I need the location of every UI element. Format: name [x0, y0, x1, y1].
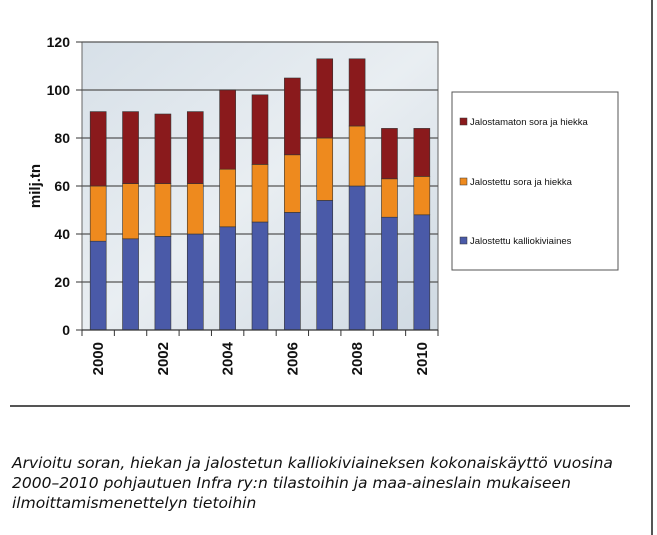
- bar-segment: [348, 58, 366, 127]
- bar-segment: [284, 154, 301, 213]
- legend-swatch: [459, 177, 468, 186]
- bar-segment: [316, 137, 334, 201]
- bar-segment: [251, 221, 269, 331]
- y-tick-label: 60: [54, 178, 70, 194]
- y-tick-label: 40: [54, 226, 70, 242]
- bar-segment: [316, 200, 334, 331]
- bar-segment: [154, 113, 172, 184]
- bar-segment: [348, 185, 366, 331]
- bar-segment: [316, 58, 334, 139]
- figure-caption: Arvioitu soran, hiekan ja jalostetun kal…: [12, 454, 613, 512]
- bar-segment: [122, 183, 139, 240]
- y-tick-label: 0: [62, 322, 70, 338]
- bar-segment: [89, 185, 107, 242]
- x-tick-label: 2000: [90, 342, 107, 375]
- legend-entry: Jalostamaton sora ja hiekka: [470, 117, 588, 128]
- bar-segment: [89, 111, 107, 187]
- bar-segment: [154, 236, 172, 331]
- legend-entry: Jalostettu kalliokiviaines: [470, 236, 572, 247]
- bar-segment: [381, 178, 398, 218]
- y-axis-label: milj.tn: [27, 164, 44, 208]
- x-tick-label: 2008: [349, 342, 366, 375]
- bar-segment: [154, 183, 172, 237]
- bar-segment: [186, 233, 204, 331]
- legend-box: [451, 91, 619, 271]
- bar-segment: [186, 111, 204, 184]
- page-border-line: [651, 0, 653, 535]
- x-tick-label: 2006: [284, 342, 301, 375]
- y-tick-label: 80: [54, 130, 70, 146]
- bar-segment: [251, 164, 269, 223]
- x-tick-label: 2010: [414, 342, 431, 375]
- bar-segment: [89, 240, 107, 331]
- bar-segment: [186, 183, 204, 235]
- legend-swatch: [459, 117, 468, 126]
- x-tick-label: 2004: [220, 341, 237, 375]
- bar-segment: [413, 176, 431, 216]
- y-tick-label: 100: [47, 82, 71, 98]
- bar-segment: [219, 89, 236, 170]
- bar-segment: [219, 226, 236, 331]
- bar-segment: [284, 77, 301, 156]
- bar-segment: [413, 214, 431, 331]
- separator-rule: [10, 405, 630, 407]
- x-tick-label: 2002: [155, 342, 172, 375]
- bar-segment: [348, 125, 366, 187]
- bar-segment: [284, 212, 301, 331]
- bar-segment: [219, 168, 236, 228]
- legend-swatch: [459, 236, 468, 245]
- bar-segment: [413, 128, 431, 177]
- legend-entry: Jalostettu sora ja hiekka: [470, 177, 573, 188]
- bar-segment: [381, 216, 398, 331]
- bar-segment: [251, 94, 269, 165]
- y-tick-label: 20: [54, 274, 70, 290]
- y-tick-label: 120: [47, 34, 71, 50]
- bar-segment: [122, 238, 139, 331]
- bar-segment: [122, 111, 139, 184]
- bar-segment: [381, 128, 398, 180]
